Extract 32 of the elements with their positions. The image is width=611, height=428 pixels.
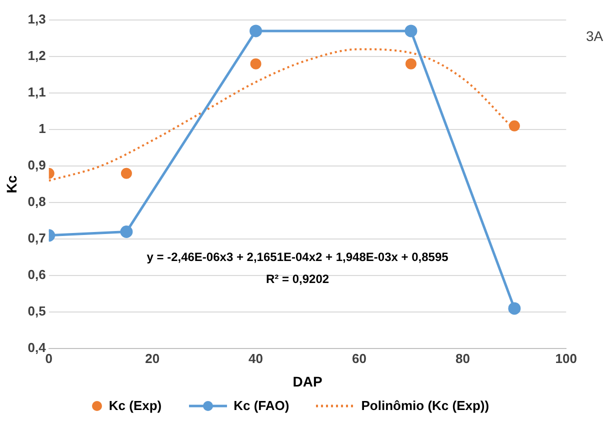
y-tick-label: 1,3 — [28, 12, 46, 27]
point — [250, 24, 262, 38]
y-tick-label: 0,9 — [28, 158, 46, 173]
y-tick-label: 0,7 — [28, 230, 46, 246]
legend-label: Kc (FAO) — [234, 398, 290, 413]
x-tick-label: 40 — [248, 350, 264, 366]
y-tick-label: 0,5 — [28, 304, 46, 319]
point — [120, 226, 133, 238]
x-tick-label: 20 — [145, 350, 160, 366]
x-tick-label: 60 — [352, 350, 366, 366]
annotation: R² = 0,9202 — [266, 272, 330, 286]
annotation: y = -2,46E-06x3 + 2,1651E-04x2 + 1,948E-03x + 0,8595 — [146, 250, 449, 264]
y-tick-label: 1 — [38, 121, 46, 136]
y-tick-label: 0,4 — [28, 340, 47, 356]
legend-label: Kc (Exp) — [108, 398, 162, 413]
x-axis-title: DAP — [292, 373, 322, 390]
point — [120, 168, 132, 179]
y-tick-label: 0,6 — [28, 267, 46, 282]
text: 3A — [586, 28, 604, 44]
y-tick-label: 1,1 — [28, 84, 46, 100]
point — [508, 120, 520, 132]
x-tick-label: 100 — [555, 350, 578, 366]
point — [404, 24, 418, 38]
legend-label: Polinômio (Kc (Exp)) — [361, 398, 490, 413]
point — [508, 302, 521, 315]
y-tick-label: 0,8 — [28, 194, 46, 210]
point — [405, 58, 416, 70]
x-tick-label: 0 — [45, 350, 52, 366]
x-tick-label: 80 — [455, 350, 470, 366]
y-axis-title: Kc — [3, 175, 20, 194]
point — [250, 58, 262, 70]
y-tick-label: 1,2 — [28, 48, 46, 64]
